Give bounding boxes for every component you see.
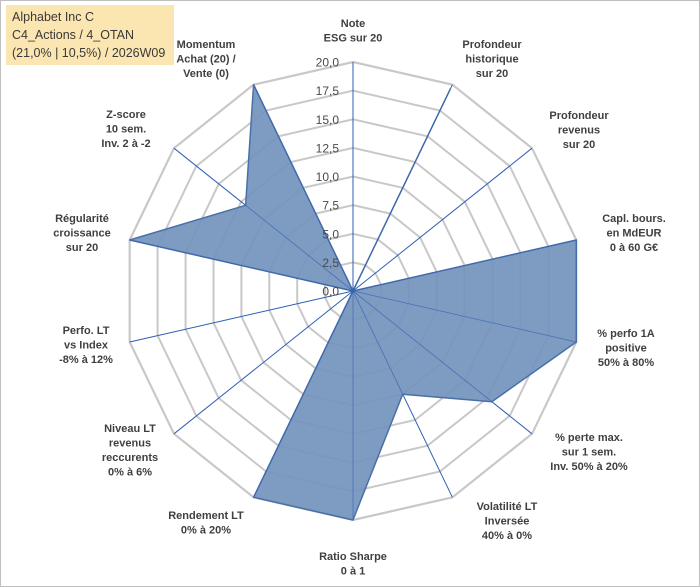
axis-label-8: Ratio Sharpe 0 à 1: [319, 551, 387, 578]
series-spoke-6: [352, 290, 493, 403]
radial-tick-labels: 0,0 2,5 5,0 7,5 10,0 12,5 15,0 17,5 20,0: [316, 56, 340, 299]
series-spoke-14: [253, 84, 354, 292]
tick-label: 7,5: [322, 199, 339, 213]
tick-label: 0,0: [322, 285, 339, 299]
axis-label-6: % perte max. sur 1 sem. Inv. 50% à 20%: [550, 432, 628, 473]
axis-label-13: Z-score 10 sem. Inv. 2 à -2: [101, 109, 150, 150]
tick-label: 15,0: [316, 113, 340, 127]
axis-spoke-11: [129, 290, 354, 343]
axis-label-3: Profondeur revenus sur 20: [549, 110, 609, 151]
series-spoke-2: [352, 88, 451, 292]
tick-label: 2,5: [322, 256, 339, 270]
tick-label: 5,0: [322, 227, 339, 241]
series-spoke-4: [352, 239, 577, 292]
tick-label: 20,0: [316, 56, 340, 70]
axis-label-2: Profondeur historique sur 20: [462, 39, 522, 80]
axis-label-14: Momentum Achat (20) / Vente (0): [176, 39, 235, 80]
axis-labels: Note ESG sur 20 Profondeur historique sur 20…: [53, 18, 666, 578]
series-spoke-7: [352, 290, 404, 395]
axis-label-12: Régularité croissance sur 20: [53, 213, 110, 254]
axis-label-7: Volatilité LT Inversée 40% à 0%: [477, 501, 538, 542]
chart-subtitle-category: C4_Actions / 4_OTAN: [12, 28, 135, 42]
radar-series: [128, 83, 578, 521]
chart-subtitle-stats: (21,0% | 10,5%) / 2026W09: [12, 46, 166, 60]
chart-title-box: Alphabet Inc C C4_Actions / 4_OTAN (21,0…: [6, 5, 174, 65]
series-spoke-12: [129, 239, 354, 292]
series-spoke-5: [352, 290, 577, 343]
axis-spoke-3: [352, 147, 533, 292]
series-spoke-13: [245, 204, 354, 292]
axis-label-9: Rendement LT 0% à 20%: [168, 510, 244, 537]
axis-label-10: Niveau LT revenus reccurents 0% à 6%: [102, 423, 158, 479]
tick-label: 17,5: [316, 84, 340, 98]
chart-title: Alphabet Inc C: [12, 10, 94, 24]
axis-spoke-10: [173, 290, 354, 435]
tick-label: 10,0: [316, 170, 340, 184]
axis-label-5: % perfo 1A positive 50% à 80%: [597, 328, 655, 369]
tick-label: 12,5: [316, 141, 340, 155]
axis-label-4: Capl. bours. en MdEUR 0 à 60 G€: [602, 213, 666, 254]
axis-label-11: Perfo. LT vs Index -8% à 12%: [59, 325, 113, 366]
axis-label-1: Note ESG sur 20: [324, 18, 383, 45]
series-spoke-9: [253, 290, 354, 498]
